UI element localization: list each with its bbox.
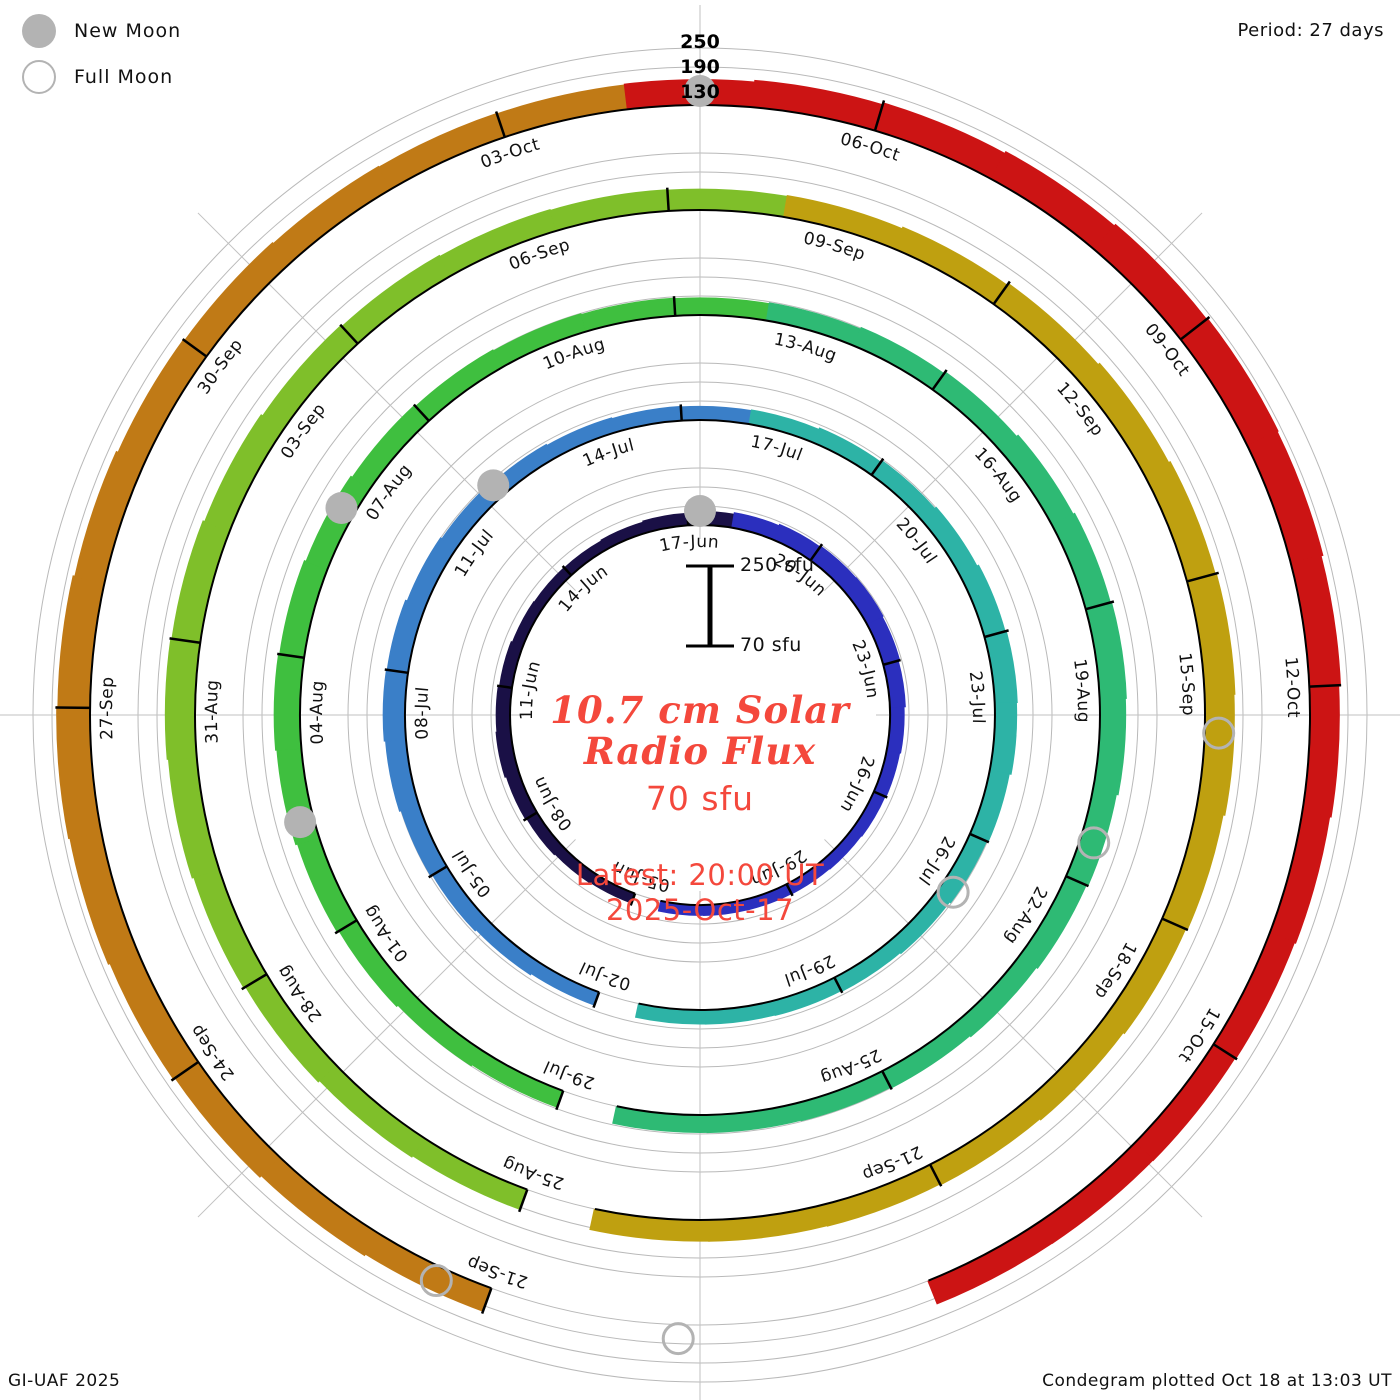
- flux-ribbon: [55, 79, 1342, 1315]
- ring-date-label: 27-Sep: [97, 676, 118, 740]
- flux-ribbon: [164, 187, 1236, 1242]
- flux-ribbon: [495, 509, 906, 916]
- ring-date-label: 08-Jul: [412, 686, 433, 741]
- full-moon-marker: [1202, 716, 1236, 750]
- ring-date-label: 19-Aug: [1069, 658, 1093, 724]
- full-moon-marker: [419, 1264, 453, 1298]
- ring-date-label: 23-Jul: [965, 670, 988, 725]
- new-moon-marker: [477, 469, 510, 502]
- new-moon-marker: [684, 495, 716, 527]
- flux-ribbon: [273, 296, 1127, 1134]
- ring-date-label: 17-Jun: [658, 532, 720, 557]
- radial-axis-tick-labels: 250 190 130: [0, 30, 1400, 105]
- legend-label-new-moon: New Moon: [74, 20, 182, 42]
- flux-scale-bar: 250 sfu 70 sfu: [672, 554, 872, 658]
- radial-tick-250: 250: [680, 31, 720, 53]
- scale-bar-top-label: 250 sfu: [740, 554, 815, 576]
- current-flux-value: 70 sfu: [645, 779, 755, 818]
- footer-credit: GI-UAF 2025: [8, 1371, 121, 1391]
- moon-phase-legend: New Moon Full Moon: [22, 8, 181, 100]
- radial-tick-190: 190: [680, 56, 720, 78]
- ring-date-label: 04-Aug: [307, 679, 329, 745]
- ring-date-label: 12-Oct: [1280, 656, 1303, 718]
- new-moon-marker: [284, 806, 317, 839]
- full-moon-marker: [661, 1322, 695, 1356]
- ring-date-label: 31-Aug: [202, 679, 223, 744]
- period-label: Period: 27 days: [1237, 20, 1384, 41]
- new-moon-marker: [684, 75, 716, 107]
- legend-label-full-moon: Full Moon: [74, 66, 174, 88]
- legend-item-new-moon: New Moon: [22, 8, 181, 54]
- legend-item-full-moon: Full Moon: [22, 54, 181, 100]
- footer-timestamp: Condegram plotted Oct 18 at 13:03 UT: [1042, 1371, 1392, 1391]
- latest-time-label: Latest: 20:00 UT: [575, 858, 825, 892]
- radial-tick-130: 130: [680, 81, 720, 103]
- flux-ribbon: [382, 404, 1018, 1025]
- latest-date-label: 2025-Oct-17: [605, 893, 795, 927]
- scale-bar-bottom-label: 70 sfu: [740, 634, 802, 656]
- chart-title-line-1: 10.7 cm Solar: [550, 688, 850, 732]
- full-moon-marker: [1077, 826, 1111, 860]
- new-moon-marker: [325, 492, 358, 524]
- new-moon-icon: [22, 14, 56, 48]
- ring-date-label: 15-Sep: [1174, 652, 1198, 716]
- full-moon-icon: [22, 60, 56, 94]
- full-moon-marker: [936, 875, 970, 909]
- chart-title-line-2: Radio Flux: [583, 729, 817, 773]
- center-annotation: 10.7 cm Solar Radio Flux 70 sfu Latest: …: [400, 690, 1000, 928]
